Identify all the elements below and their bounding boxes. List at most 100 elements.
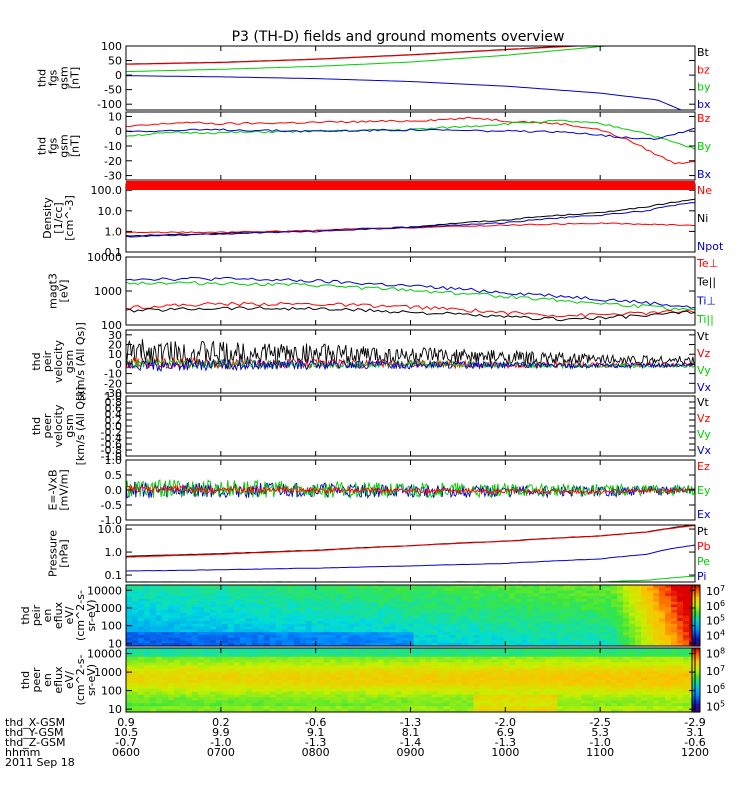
spectrogram-cell bbox=[161, 703, 169, 707]
spectrogram-cell bbox=[419, 626, 427, 630]
spectrogram-cell bbox=[395, 662, 403, 667]
y-axis-label-line: Density bbox=[41, 197, 54, 239]
spectrogram-cell bbox=[509, 593, 516, 597]
spectrogram-cell bbox=[209, 615, 217, 619]
spectrogram-cell bbox=[587, 607, 594, 611]
spectrogram-cell bbox=[461, 621, 468, 625]
spectrogram-cell bbox=[329, 697, 337, 701]
spectrogram-cell bbox=[126, 709, 133, 712]
series-line-Ni bbox=[126, 198, 695, 237]
spectrogram-cell bbox=[629, 653, 636, 658]
spectrogram-cell bbox=[371, 615, 379, 619]
spectrogram-cell bbox=[647, 668, 654, 672]
spectrogram-cell bbox=[329, 680, 337, 684]
spectrogram-cell bbox=[611, 609, 618, 614]
spectrogram-cell bbox=[293, 662, 301, 667]
spectrogram-cell bbox=[443, 629, 451, 633]
spectrogram-cell bbox=[269, 637, 277, 642]
spectrogram-cell bbox=[209, 688, 217, 693]
colorbar-tick-label: 105 bbox=[706, 614, 725, 628]
spectrogram-cell bbox=[197, 585, 205, 589]
spectrogram-cell bbox=[671, 634, 678, 639]
spectrogram-cell bbox=[635, 593, 642, 597]
spectrogram-cell bbox=[371, 626, 379, 630]
spectrogram-cell bbox=[143, 596, 151, 600]
spectrogram-cell bbox=[623, 700, 630, 704]
spectrogram-cell bbox=[467, 626, 474, 630]
spectrogram-cell bbox=[245, 643, 253, 646]
y-axis-label-line: [eV] bbox=[58, 280, 71, 303]
spectrogram-cell bbox=[227, 665, 235, 669]
spectrogram-cell bbox=[245, 623, 253, 628]
spectrogram-cell bbox=[647, 691, 654, 696]
spectrogram-cell bbox=[551, 587, 558, 592]
spectrogram-cell bbox=[126, 668, 133, 672]
spectrogram-cell bbox=[317, 629, 325, 633]
spectrogram-cell bbox=[659, 601, 666, 606]
spectrogram-cell bbox=[221, 706, 229, 710]
spectrogram-cell bbox=[287, 665, 295, 669]
spectrogram-cell bbox=[599, 623, 606, 628]
spectrogram-cell bbox=[437, 706, 445, 710]
spectrogram-cell bbox=[419, 637, 427, 642]
spectrogram-cell bbox=[227, 607, 235, 611]
spectrogram-cell bbox=[209, 593, 217, 597]
spectrogram-cell bbox=[347, 634, 355, 639]
spectrogram-cell bbox=[425, 623, 433, 628]
spectrogram-cell bbox=[635, 648, 642, 652]
spectrogram-cell bbox=[383, 623, 391, 628]
spectrogram-cell bbox=[521, 609, 528, 614]
spectrogram-cell bbox=[239, 682, 247, 687]
spectrogram-cell bbox=[509, 677, 516, 681]
spectrogram-cell bbox=[371, 659, 379, 664]
spectrogram-cell bbox=[299, 709, 307, 712]
spectrogram-cell bbox=[467, 612, 474, 617]
spectrogram-cell bbox=[359, 685, 367, 690]
spectrogram-cell bbox=[443, 685, 451, 690]
spectrogram-cell bbox=[467, 643, 474, 646]
spectrogram-cell bbox=[461, 703, 468, 707]
colorbar-cell bbox=[692, 627, 700, 630]
spectrogram-cell bbox=[539, 626, 546, 630]
spectrogram-cell bbox=[425, 694, 433, 699]
spectrogram-cell bbox=[431, 596, 439, 600]
spectrogram-cell bbox=[329, 674, 337, 678]
spectrogram-cell bbox=[539, 618, 546, 622]
spectrogram-cell bbox=[377, 656, 385, 661]
spectrogram-cell bbox=[173, 629, 181, 633]
spectrogram-cell bbox=[239, 623, 247, 628]
spectrogram-cell bbox=[191, 590, 199, 594]
spectrogram-cell bbox=[473, 590, 480, 594]
spectrogram-cell bbox=[527, 674, 534, 678]
spectrogram-cell bbox=[485, 601, 492, 606]
spectrogram-cell bbox=[311, 665, 319, 669]
spectrogram-cell bbox=[629, 694, 636, 699]
spectrogram-cell bbox=[419, 662, 427, 667]
spectrogram-cell bbox=[131, 612, 139, 617]
spectrogram-cell bbox=[671, 609, 678, 614]
spectrogram-cell bbox=[413, 703, 421, 707]
spectrogram-cell bbox=[617, 596, 624, 600]
spectrogram-cell bbox=[131, 637, 139, 642]
spectrogram-cell bbox=[215, 659, 223, 664]
spectrogram-cell bbox=[221, 615, 229, 619]
spectrogram-cell bbox=[635, 688, 642, 693]
spectrogram-cell bbox=[683, 694, 690, 699]
spectrogram-cell bbox=[335, 700, 343, 704]
spectrogram-cell bbox=[221, 677, 229, 681]
spectrogram-cell bbox=[245, 680, 253, 684]
spectrogram-cell bbox=[143, 700, 151, 704]
spectrogram-cell bbox=[299, 637, 307, 642]
spectrogram-cell bbox=[137, 671, 145, 675]
spectrogram-cell bbox=[545, 650, 552, 655]
spectrogram-cell bbox=[617, 697, 624, 701]
spectrogram-cell bbox=[287, 629, 295, 633]
spectrogram-cell bbox=[203, 621, 211, 625]
spectrogram-cell bbox=[305, 601, 313, 606]
spectrogram-cell bbox=[455, 626, 463, 630]
spectrogram-cell bbox=[317, 685, 325, 690]
spectrogram-cell bbox=[383, 648, 391, 652]
spectrogram-cell bbox=[455, 621, 463, 625]
spectrogram-cell bbox=[317, 632, 325, 636]
spectrogram-cell bbox=[395, 598, 403, 603]
